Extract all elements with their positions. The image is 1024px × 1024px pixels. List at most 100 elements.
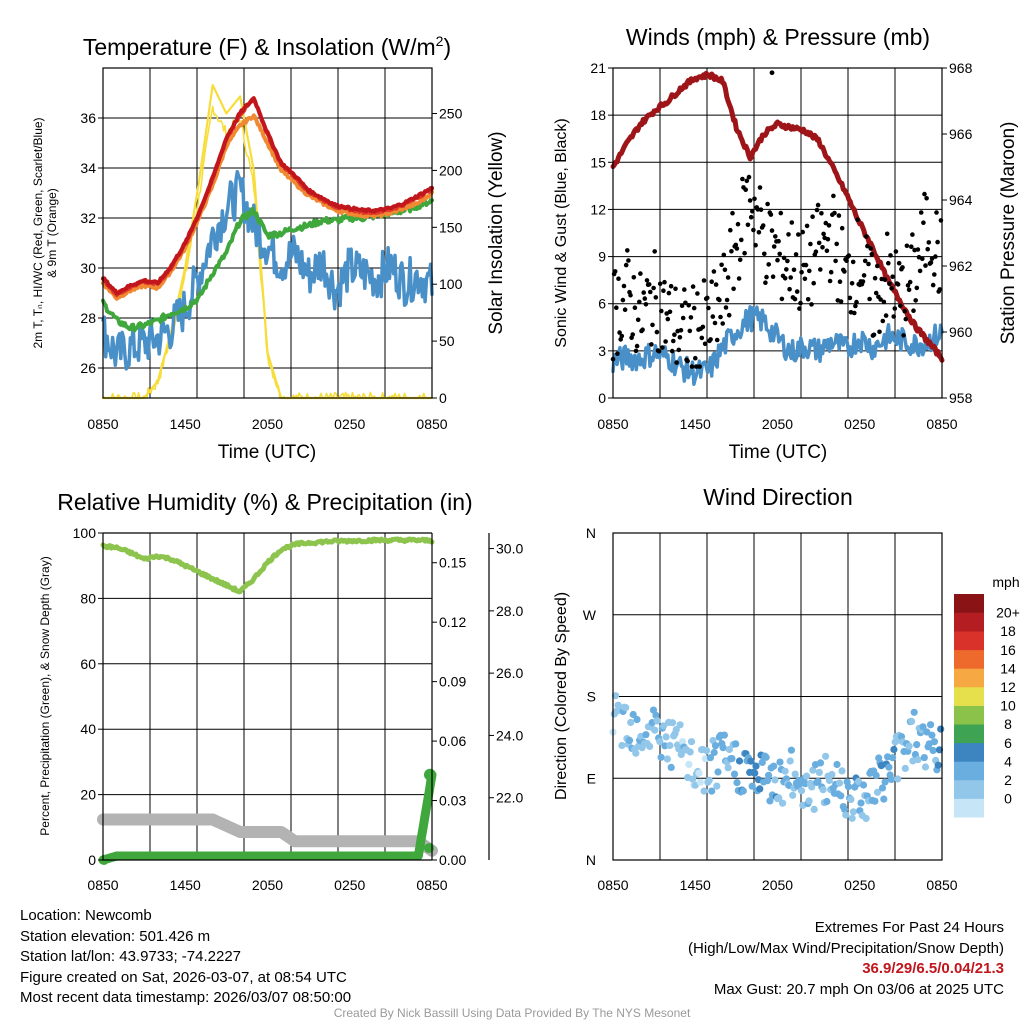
gust-dot <box>649 342 654 347</box>
gust-dot <box>798 300 803 306</box>
legend-swatch <box>954 649 984 669</box>
legend-label: 16 <box>1000 642 1016 658</box>
gust-dot <box>882 277 888 283</box>
direction-dot <box>905 742 913 750</box>
gust-dot <box>753 242 758 248</box>
gust-dot <box>810 214 815 219</box>
legend-swatch <box>954 631 984 651</box>
created-text: Figure created on Sat, 2026-03-07, at 08… <box>20 968 347 986</box>
wind-title: Winds (mph) & Pressure (mb) <box>626 24 930 50</box>
wind-y-label: 3 <box>598 343 606 359</box>
temp-y2-label: 150 <box>439 219 463 235</box>
direction-dot <box>646 742 654 751</box>
wind-y2label: Station Pressure (Maroon) <box>998 122 1019 345</box>
gust-dot <box>849 281 855 286</box>
gust-dot <box>689 364 695 369</box>
gust-dot <box>925 246 930 252</box>
gust-dot <box>677 335 683 340</box>
gust-dot <box>785 258 790 264</box>
precip-line <box>98 770 437 865</box>
gust-dot <box>926 240 932 245</box>
direction-dot <box>835 779 844 787</box>
direction-dot <box>666 741 674 750</box>
gust-dot <box>889 286 894 291</box>
wind-y-label: 15 <box>590 154 606 170</box>
gust-dot <box>911 308 916 314</box>
gust-dot <box>871 332 877 338</box>
direction-dot <box>889 754 897 762</box>
gust-dot <box>855 217 860 222</box>
rh-y3-label: 24.0 <box>496 727 523 743</box>
gust-dot <box>693 355 698 361</box>
rh-y-label: 40 <box>80 721 96 737</box>
gust-dot <box>714 337 720 343</box>
gust-dot <box>699 335 705 341</box>
gust-dot <box>771 244 777 249</box>
direction-dot <box>651 726 659 734</box>
rh-y3-label: 26.0 <box>496 665 523 681</box>
direction-dot <box>748 782 756 790</box>
temp-y2-label: 200 <box>439 162 463 178</box>
direction-dot <box>859 781 868 789</box>
legend-swatch <box>954 798 984 818</box>
gust-dot <box>898 303 903 309</box>
gust-dot <box>794 289 800 294</box>
gust-dot <box>702 341 708 347</box>
gust-dot <box>673 286 678 292</box>
direction-dot <box>629 710 637 719</box>
gust-dot <box>842 269 847 274</box>
direction-dot <box>632 749 640 757</box>
legend-swatch <box>954 780 984 799</box>
gust-dot <box>868 246 873 251</box>
gust-dot <box>744 178 750 184</box>
direction-dot <box>815 768 823 777</box>
dir-y-label: S <box>587 689 596 705</box>
direction-dot <box>842 811 850 819</box>
direction-dot <box>787 746 796 754</box>
gust-dot <box>676 347 682 353</box>
gust-dot <box>846 253 852 258</box>
gust-dot <box>663 339 668 344</box>
gust-dot <box>907 279 913 285</box>
gust-dot <box>660 345 665 350</box>
temp-y2-label: 100 <box>439 276 463 292</box>
direction-dot <box>828 770 836 779</box>
direction-dot <box>825 776 834 785</box>
gust-dot <box>743 187 748 192</box>
wind-y2-label: 962 <box>949 258 973 274</box>
dir-frame <box>612 532 943 861</box>
direction-dot <box>935 746 944 754</box>
gust-dot <box>799 269 804 275</box>
gust-dot <box>878 297 883 302</box>
direction-dot <box>805 797 813 805</box>
gust-dot <box>892 306 898 311</box>
extremes-title: Extremes For Past 24 Hours <box>814 919 1004 936</box>
gust-dot <box>638 271 643 276</box>
gust-dot <box>683 300 688 306</box>
direction-dot <box>854 777 863 786</box>
direction-dot <box>872 771 880 780</box>
rh-y2-label: 0.09 <box>439 674 466 690</box>
gust-dot <box>637 299 642 305</box>
legend-label: 14 <box>1000 660 1016 676</box>
gust-dot <box>623 262 629 268</box>
gust-dot <box>622 307 628 313</box>
gust-dot <box>747 198 753 203</box>
dir-y-label: N <box>586 525 596 541</box>
gust-dot <box>803 262 809 268</box>
gust-dot <box>932 272 937 277</box>
gust-dot <box>781 255 787 261</box>
temp-xtick-label: 1450 <box>170 416 201 432</box>
direction-dot <box>689 775 697 783</box>
gust-dot <box>884 231 890 237</box>
wind-xtick-label: 1450 <box>680 416 711 432</box>
direction-dot <box>725 745 734 754</box>
gust-dot <box>834 241 839 247</box>
gust-dot <box>872 275 878 281</box>
gust-dot <box>625 248 630 253</box>
rh-y-label: 0 <box>88 852 96 868</box>
gust-dot <box>937 287 943 292</box>
rh-y2-label: 0.12 <box>439 614 466 630</box>
direction-dot <box>752 762 760 770</box>
direction-dot <box>676 721 684 729</box>
